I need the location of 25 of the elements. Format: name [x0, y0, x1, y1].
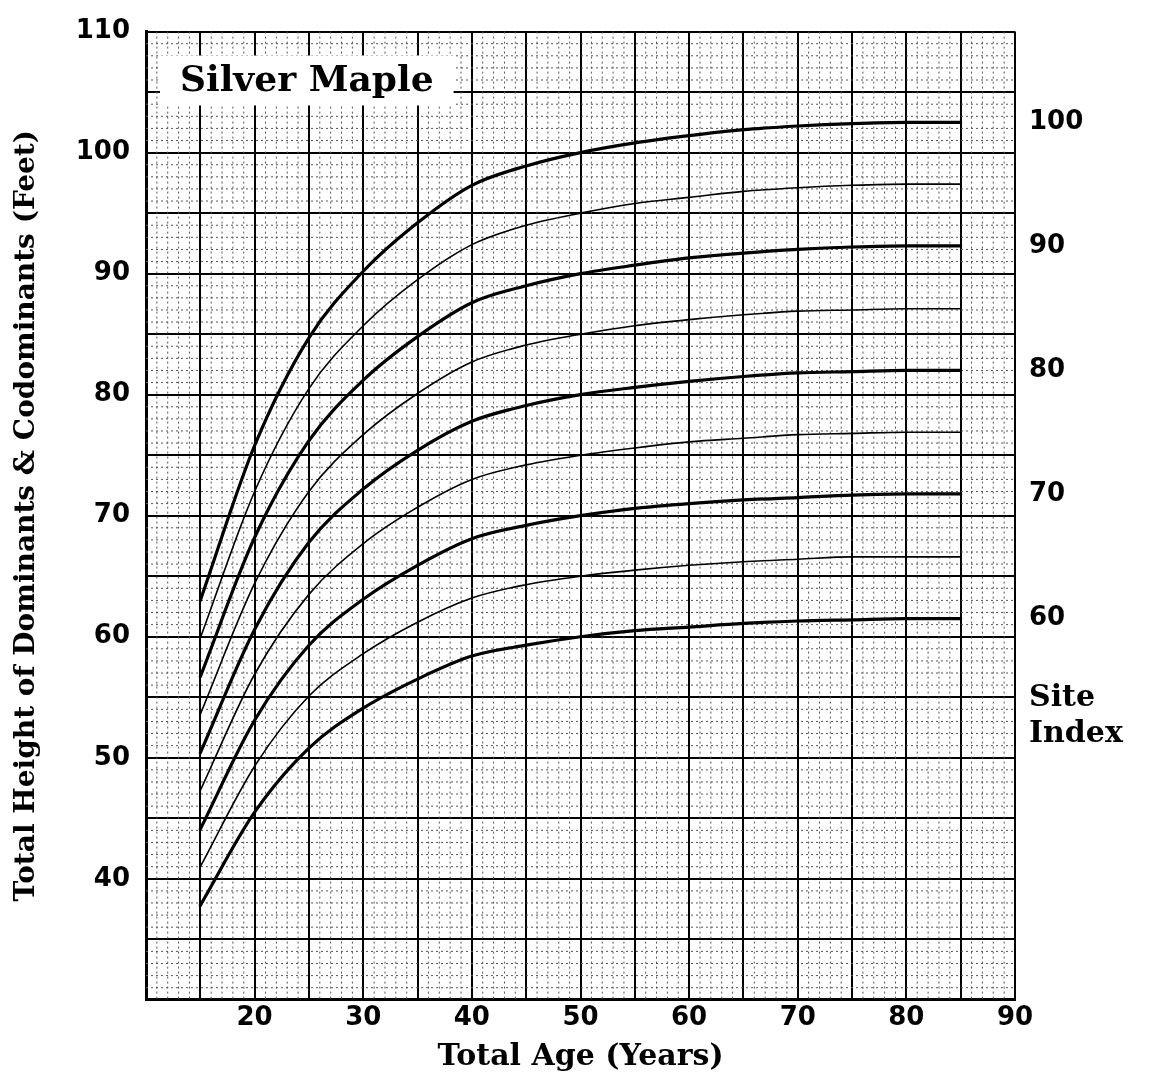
x-tick-label: 50: [562, 1001, 599, 1032]
text: 70: [1029, 476, 1066, 507]
y-tick-label: 110: [75, 14, 130, 45]
text: Silver Maple: [180, 56, 434, 99]
y-tick-label: 90: [93, 256, 130, 287]
x-tick-label: 80: [888, 1001, 925, 1032]
x-tick-label: 90: [996, 1001, 1034, 1032]
text: 60: [1029, 601, 1066, 632]
x-tick-label: 70: [779, 1001, 816, 1032]
x-axis-title: Total Age (Years): [437, 1036, 724, 1072]
y-tick-label: 100: [75, 135, 130, 166]
x-tick-label: 20: [236, 1001, 273, 1032]
y-tick-label: 60: [93, 619, 130, 650]
x-tick-label: 60: [671, 1001, 708, 1032]
y-axis-title: Total Height of Dominants & Codominants (Feet): [8, 129, 42, 902]
x-tick-label: 40: [453, 1001, 490, 1032]
text: Site Index: [1029, 678, 1124, 750]
y-tick-label: 50: [93, 740, 130, 771]
y-tick-label: 80: [93, 377, 130, 408]
text: 80: [1029, 353, 1066, 384]
x-tick-label: 30: [345, 1001, 382, 1032]
text: 100: [1029, 105, 1084, 136]
text: 90: [1029, 228, 1066, 259]
y-tick-label: 70: [93, 498, 130, 529]
y-tick-label: 40: [93, 861, 130, 892]
